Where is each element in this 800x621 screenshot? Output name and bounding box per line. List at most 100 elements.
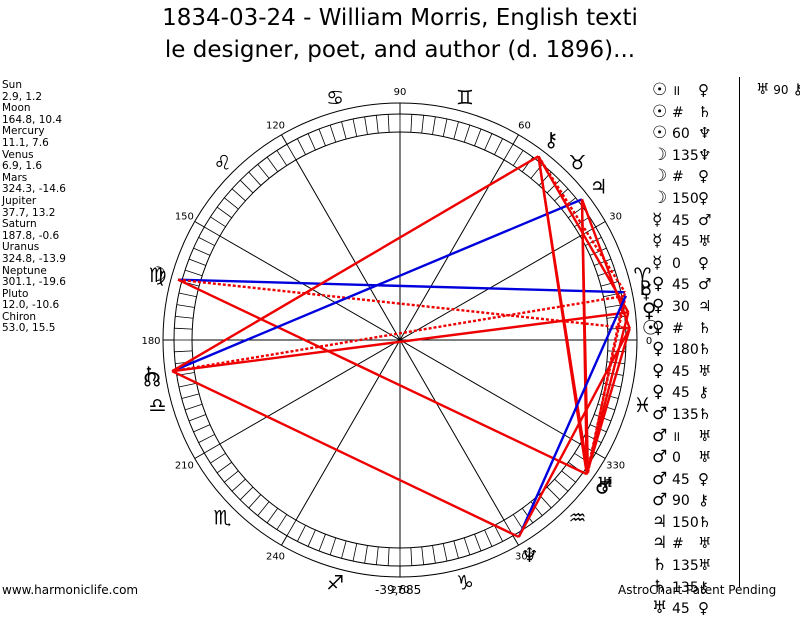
degree-tick (193, 247, 211, 256)
degree-tick (307, 133, 316, 151)
degree-label: 30 (609, 212, 622, 223)
aspect-glyph-2: ♆ (698, 145, 712, 164)
degree-tick (297, 525, 306, 542)
degree-tick (329, 124, 337, 143)
node-glyph: ☊ (143, 367, 161, 391)
zodiac-sign: ♐ (326, 570, 344, 594)
degree-label: 180 (141, 336, 160, 347)
degree-tick (176, 304, 195, 308)
planet-name-moon: Moon (2, 102, 31, 115)
sign-spoke (219, 235, 581, 445)
aspect-line (177, 278, 630, 330)
degree-tick (546, 486, 561, 501)
aspect-row: ☿ 0 ♀ (652, 253, 718, 275)
patent-notice: AstroChart Patent Pending (618, 583, 777, 597)
aspect-glyph-2: ♅ (698, 361, 712, 380)
degree-label: 330 (606, 461, 625, 472)
aspect-label: # (672, 169, 684, 186)
aspect-glyph-2: ♃ (698, 296, 712, 315)
degree-tick (352, 118, 358, 137)
aspect-divider (739, 77, 740, 587)
aspect-glyph-2: ♄ (698, 102, 712, 121)
aspect-glyph-2: ♅ (698, 534, 712, 553)
aspect-label: 90 (672, 493, 690, 510)
aspect-row: ♅ 45 ♀ (652, 598, 718, 620)
planet-coords-mercury: 11.1, 7.6 (2, 136, 49, 149)
degree-label: 150 (175, 212, 194, 223)
degree-tick (239, 179, 254, 194)
aspect-glyph-2: ♄ (698, 340, 712, 359)
degree-tick (286, 144, 297, 161)
planet-glyph: ☉ (642, 315, 660, 339)
degree-tick (184, 403, 203, 411)
aspect-label: 135 (672, 579, 699, 596)
degree-tick (375, 546, 379, 565)
degree-tick (341, 540, 347, 559)
aspect-row: ☽ 150♀ (652, 188, 718, 210)
sign-divider (194, 452, 205, 459)
degree-tick (503, 144, 514, 161)
degree-tick (184, 269, 203, 277)
aspect-glyph-1: ♂ (652, 403, 668, 424)
degree-label: 0 (646, 336, 652, 347)
aspect-row: ♀ 180♄ (652, 339, 718, 361)
website-link[interactable]: www.harmoniclife.com (2, 583, 139, 597)
aspect-row: ♂ ॥ ♅ (652, 426, 718, 448)
aspect-label: 30 (672, 298, 690, 315)
planet-name-uranus: Uranus (2, 241, 40, 254)
aspect-label: 45 (672, 234, 690, 251)
degree-tick (421, 115, 425, 134)
footer-value: -39,685 (375, 583, 422, 597)
aspect-glyph-1: ♀ (652, 295, 665, 316)
degree-label: 120 (266, 120, 285, 131)
degree-tick (174, 350, 193, 353)
degree-tick (410, 114, 413, 133)
sign-divider (281, 134, 288, 145)
degree-tick (266, 508, 279, 524)
aspect-glyph-1: ☿ (652, 209, 663, 230)
aspect-glyph-1: ♂ (652, 468, 668, 489)
planet-coords-neptune: 301.1, -19.6 (2, 276, 66, 289)
aspect-glyph-1: ☉ (652, 123, 668, 144)
aspect-glyph-1: ♀ (652, 360, 665, 381)
aspect-glyph-1: ☽ (652, 166, 668, 187)
aspect-label: 135 (672, 147, 699, 164)
degree-tick (554, 478, 569, 492)
aspect-label: 45 (672, 385, 690, 402)
degree-tick (188, 414, 206, 422)
degree-tick (174, 327, 193, 330)
degree-tick (248, 171, 262, 186)
degree-tick (474, 534, 482, 552)
aspect-row: ☽ 135♆ (652, 145, 718, 167)
degree-tick (494, 138, 503, 155)
planet-name-neptune: Neptune (2, 264, 47, 277)
zodiac-sign: ♎ (149, 393, 167, 417)
aspect-glyph-1: ♂ (652, 447, 668, 468)
degree-tick (257, 501, 270, 516)
aspect-row: ♄ 135⚷ (652, 577, 718, 599)
degree-tick (387, 114, 390, 133)
degree-tick (193, 424, 211, 433)
degree-tick (188, 258, 206, 266)
planet-glyph: ♀ (642, 298, 657, 322)
aspect-line (517, 327, 631, 538)
aspect-glyph-2: ♅ (698, 448, 712, 467)
degree-tick (484, 133, 493, 151)
planet-coords-mars: 324.3, -14.6 (2, 183, 66, 196)
aspect-lines (171, 155, 631, 539)
planet-coords-chiron: 53.0, 15.5 (2, 322, 56, 335)
degree-tick (329, 537, 337, 556)
degree-tick (546, 179, 561, 194)
degree-tick (216, 206, 232, 219)
aspect-row: ♄ 135♅ (652, 555, 718, 577)
degree-tick (410, 547, 413, 566)
aspect-label: 45 (672, 601, 690, 618)
degree-tick (175, 361, 194, 365)
extra-aspect-glyph-1: ♅ (756, 80, 770, 98)
degree-tick (178, 292, 197, 298)
aspect-line (171, 311, 629, 373)
degree-tick (178, 382, 197, 388)
aspect-glyph-1: ♀ (652, 317, 665, 338)
aspect-label: 45 (672, 212, 690, 229)
aspect-label: # (672, 320, 684, 337)
